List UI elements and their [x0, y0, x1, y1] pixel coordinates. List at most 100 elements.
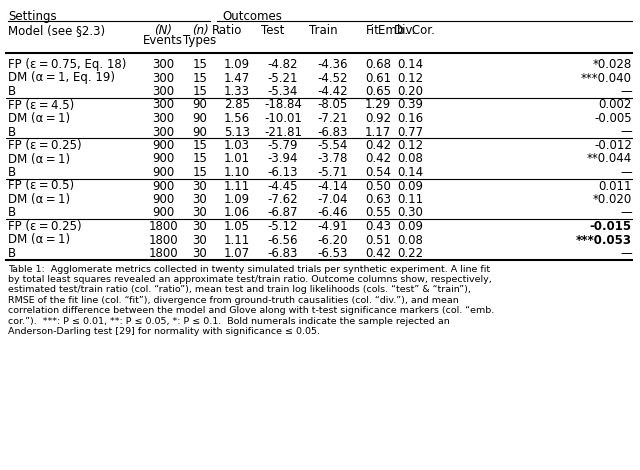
Text: DM (α = 1): DM (α = 1) — [8, 152, 70, 165]
Text: 30: 30 — [193, 220, 207, 233]
Text: 0.77: 0.77 — [397, 125, 423, 139]
Text: -6.46: -6.46 — [317, 206, 348, 219]
Text: 0.55: 0.55 — [365, 206, 391, 219]
Text: -7.21: -7.21 — [317, 112, 348, 125]
Text: -10.01: -10.01 — [264, 112, 302, 125]
Text: 0.09: 0.09 — [397, 220, 423, 233]
Text: 0.011: 0.011 — [598, 180, 632, 193]
Text: -21.81: -21.81 — [264, 125, 302, 139]
Text: 15: 15 — [193, 58, 207, 71]
Text: 300: 300 — [152, 125, 174, 139]
Text: 0.09: 0.09 — [397, 180, 423, 193]
Text: Div.: Div. — [394, 24, 416, 37]
Text: 1.05: 1.05 — [224, 220, 250, 233]
Text: 0.002: 0.002 — [598, 99, 632, 111]
Text: FP (ε = 0.25): FP (ε = 0.25) — [8, 139, 82, 152]
Text: -4.36: -4.36 — [317, 58, 348, 71]
Text: FP (ε = 0.5): FP (ε = 0.5) — [8, 180, 74, 193]
Text: DM (α = 1): DM (α = 1) — [8, 112, 70, 125]
Text: Train: Train — [308, 24, 337, 37]
Text: 2.85: 2.85 — [224, 99, 250, 111]
Text: 1.29: 1.29 — [365, 99, 391, 111]
Text: 0.16: 0.16 — [397, 112, 423, 125]
Text: -0.012: -0.012 — [594, 139, 632, 152]
Text: 0.08: 0.08 — [397, 234, 423, 246]
Text: B: B — [8, 206, 16, 219]
Text: -7.62: -7.62 — [268, 193, 298, 206]
Text: -4.14: -4.14 — [317, 180, 348, 193]
Text: 0.92: 0.92 — [365, 112, 391, 125]
Text: 1.01: 1.01 — [224, 152, 250, 165]
Text: **0.044: **0.044 — [587, 152, 632, 165]
Text: DM (α = 1): DM (α = 1) — [8, 193, 70, 206]
Text: (n): (n) — [191, 24, 209, 37]
Text: Table 1:  Agglomerate metrics collected in twenty simulated trials per synthetic: Table 1: Agglomerate metrics collected i… — [8, 265, 494, 336]
Text: 0.42: 0.42 — [365, 247, 391, 260]
Text: DM (α = 1, Eq. 19): DM (α = 1, Eq. 19) — [8, 71, 115, 85]
Text: -6.20: -6.20 — [317, 234, 348, 246]
Text: -18.84: -18.84 — [264, 99, 302, 111]
Text: -6.87: -6.87 — [268, 206, 298, 219]
Text: —: — — [620, 125, 632, 139]
Text: 1800: 1800 — [148, 247, 178, 260]
Text: 15: 15 — [193, 71, 207, 85]
Text: 90: 90 — [193, 112, 207, 125]
Text: -4.91: -4.91 — [317, 220, 348, 233]
Text: 300: 300 — [152, 58, 174, 71]
Text: -7.04: -7.04 — [317, 193, 348, 206]
Text: Model (see §2.3): Model (see §2.3) — [8, 24, 105, 37]
Text: 1.10: 1.10 — [224, 166, 250, 179]
Text: —: — — [620, 85, 632, 98]
Text: 1.33: 1.33 — [224, 85, 250, 98]
Text: —: — — [620, 206, 632, 219]
Text: 1.03: 1.03 — [224, 139, 250, 152]
Text: -4.45: -4.45 — [268, 180, 298, 193]
Text: 300: 300 — [152, 99, 174, 111]
Text: -6.13: -6.13 — [268, 166, 298, 179]
Text: 1.47: 1.47 — [224, 71, 250, 85]
Text: 0.20: 0.20 — [397, 85, 423, 98]
Text: 900: 900 — [152, 193, 174, 206]
Text: B: B — [8, 125, 16, 139]
Text: -5.54: -5.54 — [318, 139, 348, 152]
Text: 900: 900 — [152, 139, 174, 152]
Text: 30: 30 — [193, 247, 207, 260]
Text: -0.005: -0.005 — [595, 112, 632, 125]
Text: Types: Types — [184, 34, 216, 47]
Text: 30: 30 — [193, 180, 207, 193]
Text: 0.61: 0.61 — [365, 71, 391, 85]
Text: 0.42: 0.42 — [365, 139, 391, 152]
Text: 30: 30 — [193, 193, 207, 206]
Text: 300: 300 — [152, 85, 174, 98]
Text: -5.34: -5.34 — [268, 85, 298, 98]
Text: 15: 15 — [193, 166, 207, 179]
Text: 1.09: 1.09 — [224, 58, 250, 71]
Text: FP (ε = 0.75, Eq. 18): FP (ε = 0.75, Eq. 18) — [8, 58, 126, 71]
Text: 0.54: 0.54 — [365, 166, 391, 179]
Text: 0.30: 0.30 — [397, 206, 423, 219]
Text: 0.12: 0.12 — [397, 139, 423, 152]
Text: -6.83: -6.83 — [318, 125, 348, 139]
Text: Outcomes: Outcomes — [222, 10, 282, 23]
Text: 0.11: 0.11 — [397, 193, 423, 206]
Text: 0.65: 0.65 — [365, 85, 391, 98]
Text: 0.63: 0.63 — [365, 193, 391, 206]
Text: 30: 30 — [193, 206, 207, 219]
Text: —: — — [620, 166, 632, 179]
Text: FP (ε = 0.25): FP (ε = 0.25) — [8, 220, 82, 233]
Text: 1.09: 1.09 — [224, 193, 250, 206]
Text: Fit: Fit — [366, 24, 380, 37]
Text: 0.12: 0.12 — [397, 71, 423, 85]
Text: Ratio: Ratio — [212, 24, 242, 37]
Text: 0.68: 0.68 — [365, 58, 391, 71]
Text: 900: 900 — [152, 152, 174, 165]
Text: 1.56: 1.56 — [224, 112, 250, 125]
Text: 30: 30 — [193, 234, 207, 246]
Text: -3.78: -3.78 — [318, 152, 348, 165]
Text: 1.11: 1.11 — [224, 180, 250, 193]
Text: B: B — [8, 247, 16, 260]
Text: 0.22: 0.22 — [397, 247, 423, 260]
Text: 0.14: 0.14 — [397, 58, 423, 71]
Text: *0.020: *0.020 — [593, 193, 632, 206]
Text: -6.56: -6.56 — [268, 234, 298, 246]
